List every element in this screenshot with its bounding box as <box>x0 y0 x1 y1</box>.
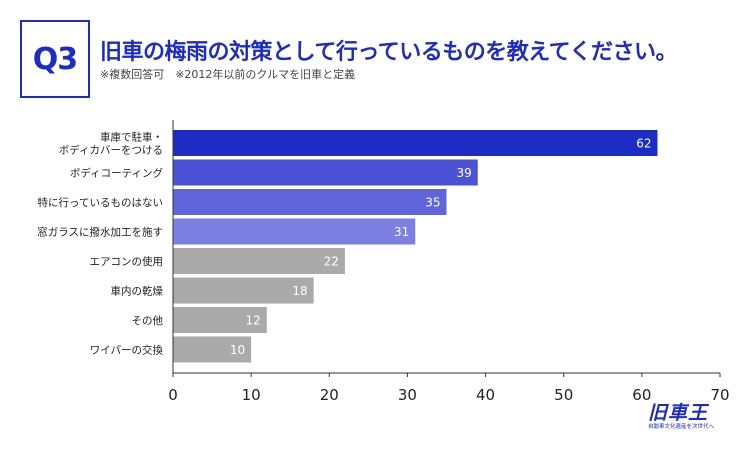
x-tick-label-2: 20 <box>320 386 339 404</box>
category-label-7: ワイパーの交換 <box>90 344 164 357</box>
question-number: Q3 <box>32 41 78 77</box>
bar-5 <box>173 277 314 304</box>
bar-0 <box>173 130 658 156</box>
question-note: ※複数回答可 ※2012年以前のクルマを旧車と定義 <box>100 68 356 81</box>
category-label-3: 窓ガラスに撥水加工を施す <box>37 226 163 239</box>
x-tick-label-4: 40 <box>476 386 495 404</box>
brand-logo: 旧車王 自動車文化遺産を次世代へ <box>648 403 738 445</box>
value-label-6: 12 <box>245 314 260 328</box>
bar-1 <box>173 159 478 186</box>
category-label-6: その他 <box>132 314 164 327</box>
value-label-3: 31 <box>394 225 409 239</box>
bar-7 <box>173 336 252 363</box>
category-label-5: 車内の乾燥 <box>111 285 164 298</box>
bar-3 <box>173 218 416 245</box>
x-tick-label-7: 70 <box>710 386 729 404</box>
logo-tagline: 自動車文化遺産を次世代へ <box>648 424 715 430</box>
x-tick-label-0: 0 <box>168 386 178 404</box>
category-label-0-0: 車庫で駐車・ <box>100 131 163 144</box>
value-label-2: 35 <box>425 196 440 210</box>
bar-4 <box>173 248 345 274</box>
x-tick-label-3: 30 <box>398 386 417 404</box>
category-label-0-1: ボディカバーをつける <box>59 144 163 157</box>
value-label-4: 22 <box>324 255 339 269</box>
x-tick-label-1: 10 <box>242 386 261 404</box>
value-label-5: 18 <box>292 284 307 298</box>
bar-2 <box>173 189 447 215</box>
category-label-2: 特に行っているものはない <box>38 196 163 209</box>
value-label-7: 10 <box>230 343 245 357</box>
x-tick-label-6: 60 <box>632 386 651 404</box>
value-label-1: 39 <box>456 166 471 180</box>
category-label-1: ボディコーティング <box>70 167 164 180</box>
x-tick-label-5: 50 <box>554 386 573 404</box>
logo-name: 旧車王 <box>648 402 709 424</box>
bar-6 <box>173 307 267 333</box>
value-label-0: 62 <box>636 137 651 151</box>
category-label-4: エアコンの使用 <box>90 255 164 268</box>
question-title: 旧車の梅雨の対策として行っているものを教えてください。 <box>100 40 677 65</box>
question-number-badge: Q3 <box>20 20 90 98</box>
